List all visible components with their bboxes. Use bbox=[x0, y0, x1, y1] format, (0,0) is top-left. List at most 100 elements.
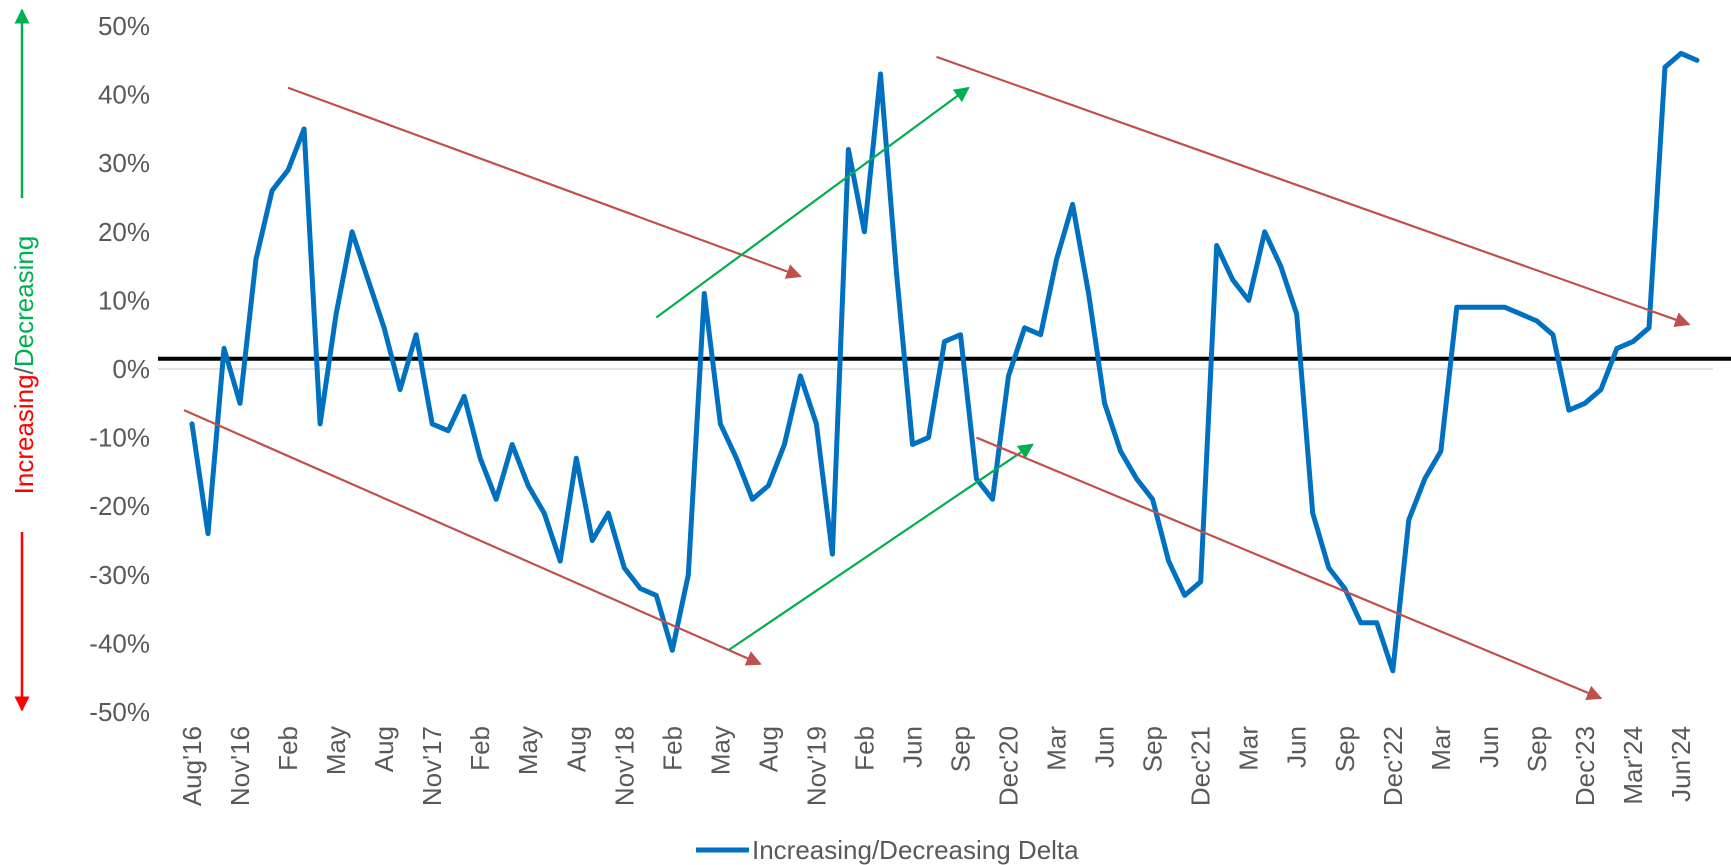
data-point bbox=[830, 552, 834, 556]
red-trend-arrow bbox=[183, 409, 762, 666]
x-tick-label: Mar bbox=[1426, 726, 1456, 771]
data-point bbox=[782, 442, 786, 446]
data-point bbox=[1311, 511, 1315, 515]
data-point bbox=[1183, 593, 1187, 597]
y-tick-label: -20% bbox=[89, 491, 150, 521]
data-point bbox=[542, 511, 546, 515]
data-point bbox=[654, 593, 658, 597]
legend-label: Increasing/Decreasing Delta bbox=[752, 835, 1079, 865]
data-point bbox=[478, 456, 482, 460]
x-axis-ticks: Aug'16 Nov'16 Feb May Aug Nov'17 Feb May Aug Nov'… bbox=[177, 726, 1696, 806]
data-point bbox=[1055, 257, 1059, 261]
data-point bbox=[1567, 408, 1571, 412]
data-point bbox=[991, 497, 995, 501]
data-point bbox=[750, 497, 754, 501]
data-point bbox=[718, 422, 722, 426]
data-point bbox=[959, 333, 963, 337]
data-point bbox=[430, 422, 434, 426]
data-point bbox=[334, 312, 338, 316]
data-point bbox=[1247, 298, 1251, 302]
data-point bbox=[1359, 621, 1363, 625]
data-point bbox=[702, 292, 706, 296]
x-tick-label: Jun'24 bbox=[1666, 726, 1696, 802]
data-point bbox=[1007, 374, 1011, 378]
y-axis-direction-label: Increasing/Decreasing bbox=[9, 236, 39, 495]
data-point bbox=[910, 442, 914, 446]
series-group bbox=[189, 50, 1700, 674]
red-trend-arrow bbox=[976, 436, 1603, 701]
data-point bbox=[1487, 305, 1491, 309]
data-point bbox=[270, 189, 274, 193]
data-point bbox=[1039, 333, 1043, 337]
data-point bbox=[1695, 58, 1699, 62]
x-tick-label: Aug bbox=[561, 726, 591, 772]
x-tick-label: Dec'23 bbox=[1570, 726, 1600, 806]
x-tick-label: Dec'20 bbox=[994, 726, 1024, 806]
data-point bbox=[1103, 401, 1107, 405]
data-point bbox=[1295, 312, 1299, 316]
data-point bbox=[1615, 346, 1619, 350]
green-trend-arrow bbox=[655, 86, 970, 319]
x-tick-label: Jun bbox=[1282, 726, 1312, 768]
x-tick-label: Jun bbox=[1090, 726, 1120, 768]
data-point bbox=[382, 326, 386, 330]
red-trend-arrow bbox=[936, 55, 1691, 328]
y-axis-ticks: -50% -40% -30% -20% -10% 0% 10% 20% 30% 40% 50% bbox=[89, 11, 150, 727]
data-point bbox=[1375, 621, 1379, 625]
x-tick-label: May bbox=[705, 726, 735, 775]
data-point bbox=[1503, 305, 1507, 309]
data-point bbox=[926, 436, 930, 440]
data-point bbox=[574, 456, 578, 460]
data-point bbox=[1535, 319, 1539, 323]
x-tick-label: Feb bbox=[849, 726, 879, 771]
data-point bbox=[862, 230, 866, 234]
y-tick-label: 10% bbox=[98, 285, 150, 315]
x-tick-label: Mar bbox=[1042, 726, 1072, 771]
data-point bbox=[494, 497, 498, 501]
data-point bbox=[943, 340, 946, 344]
label-part-green: Decreasing bbox=[9, 236, 39, 368]
y-tick-label: -30% bbox=[89, 560, 150, 590]
x-tick-label: Dec'22 bbox=[1378, 726, 1408, 806]
x-tick-label: Aug bbox=[753, 726, 783, 772]
data-point bbox=[222, 346, 226, 350]
data-point bbox=[798, 374, 802, 378]
label-separator: / bbox=[9, 366, 39, 374]
data-point bbox=[1663, 65, 1667, 69]
x-tick-label: Nov'18 bbox=[609, 726, 639, 806]
y-tick-label: 50% bbox=[98, 11, 150, 41]
x-tick-label: May bbox=[513, 726, 543, 775]
green-trend-arrow bbox=[727, 443, 1034, 652]
x-tick-label: Nov'19 bbox=[801, 726, 831, 806]
data-point bbox=[606, 511, 610, 515]
x-tick-label: Sep bbox=[1138, 726, 1168, 772]
data-point bbox=[1151, 497, 1155, 501]
data-point bbox=[766, 484, 770, 488]
data-point bbox=[1279, 264, 1283, 268]
data-point bbox=[190, 422, 194, 426]
data-point bbox=[1199, 580, 1203, 584]
x-tick-label: Mar bbox=[1234, 726, 1264, 771]
x-tick-label: May bbox=[321, 726, 351, 775]
data-point bbox=[350, 230, 354, 234]
data-point bbox=[590, 539, 594, 542]
data-point bbox=[686, 573, 690, 577]
data-point bbox=[1167, 559, 1171, 563]
data-point bbox=[1423, 477, 1427, 481]
data-point bbox=[510, 442, 514, 446]
data-point bbox=[1407, 518, 1411, 522]
data-point bbox=[286, 168, 290, 172]
data-point bbox=[638, 587, 642, 591]
y-tick-label: -10% bbox=[89, 423, 150, 453]
data-point bbox=[446, 429, 450, 433]
series-line bbox=[189, 50, 1700, 674]
data-point bbox=[670, 648, 674, 652]
data-point bbox=[1231, 278, 1235, 282]
data-point bbox=[1391, 669, 1395, 673]
x-tick-label: Aug'16 bbox=[177, 726, 207, 806]
data-point bbox=[558, 559, 562, 563]
data-point bbox=[1087, 292, 1091, 296]
data-point bbox=[1439, 449, 1443, 453]
data-point bbox=[1071, 202, 1075, 206]
